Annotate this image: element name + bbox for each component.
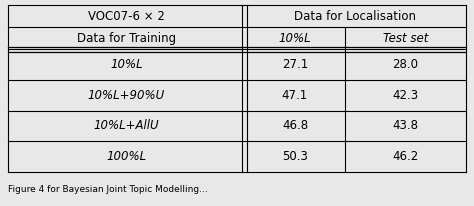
Text: 10%L+90%U: 10%L+90%U bbox=[88, 89, 165, 102]
Text: 46.8: 46.8 bbox=[282, 119, 308, 132]
Text: 42.3: 42.3 bbox=[392, 89, 419, 102]
Text: Figure 4 for Bayesian Joint Topic Modelling...: Figure 4 for Bayesian Joint Topic Modell… bbox=[8, 185, 208, 194]
Text: 50.3: 50.3 bbox=[282, 150, 308, 163]
Text: VOC07-6 × 2: VOC07-6 × 2 bbox=[88, 9, 165, 22]
Text: Data for Training: Data for Training bbox=[77, 32, 176, 44]
Text: Data for Localisation: Data for Localisation bbox=[294, 9, 417, 22]
Text: 10%L: 10%L bbox=[110, 58, 143, 71]
Text: 28.0: 28.0 bbox=[392, 58, 419, 71]
Text: 10%L+AllU: 10%L+AllU bbox=[94, 119, 159, 132]
Text: 46.2: 46.2 bbox=[392, 150, 419, 163]
Text: 27.1: 27.1 bbox=[282, 58, 308, 71]
Text: 47.1: 47.1 bbox=[282, 89, 308, 102]
Text: Test set: Test set bbox=[383, 32, 428, 44]
Text: 10%L: 10%L bbox=[279, 32, 311, 44]
Text: 43.8: 43.8 bbox=[392, 119, 419, 132]
Text: 100%L: 100%L bbox=[107, 150, 146, 163]
